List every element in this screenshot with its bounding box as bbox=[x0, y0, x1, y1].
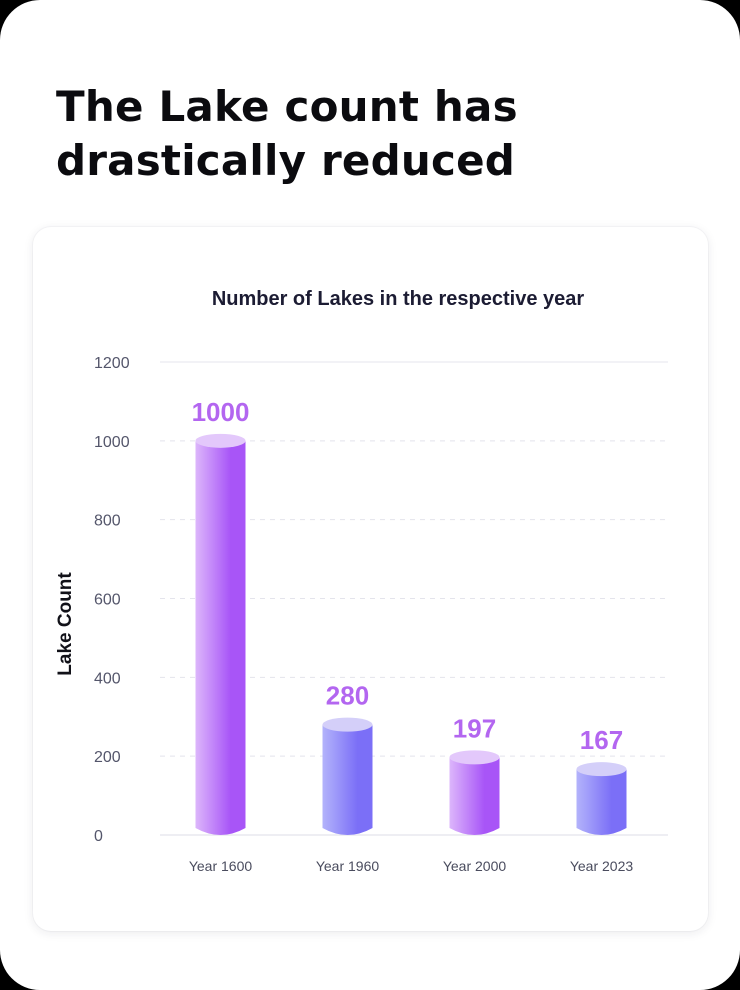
bar-body bbox=[576, 769, 627, 835]
bar-top bbox=[576, 762, 627, 777]
x-tick-label: Year 1960 bbox=[316, 858, 380, 874]
x-tick-label: Year 2023 bbox=[570, 858, 634, 874]
bar-top bbox=[195, 433, 246, 448]
y-tick-label: 800 bbox=[94, 513, 121, 530]
x-tick-label: Year 1600 bbox=[189, 858, 253, 874]
chart-card: Number of Lakes in the respective year L… bbox=[33, 227, 708, 931]
bar bbox=[576, 762, 627, 835]
data-labels: 1000 280 197 167 bbox=[192, 397, 624, 755]
bar-body bbox=[322, 724, 373, 835]
bar-chart: Number of Lakes in the respective year L… bbox=[55, 288, 668, 874]
bar-top bbox=[322, 717, 373, 732]
bar-top bbox=[449, 750, 500, 765]
chart-title: Number of Lakes in the respective year bbox=[212, 288, 585, 310]
x-tick-label: Year 2000 bbox=[443, 858, 507, 874]
bar-body bbox=[449, 757, 500, 835]
bar bbox=[322, 717, 373, 835]
y-tick-label: 0 bbox=[94, 828, 103, 845]
y-tick-label: 1200 bbox=[94, 355, 130, 372]
y-tick-label: 600 bbox=[94, 592, 121, 609]
headline: The Lake count has drastically reduced bbox=[56, 82, 518, 185]
y-axis-ticks: 0 200 400 600 800 1000 1200 bbox=[94, 355, 130, 845]
x-axis-ticks: Year 1600 Year 1960 Year 2000 Year 2023 bbox=[189, 858, 634, 874]
y-tick-label: 400 bbox=[94, 670, 121, 687]
bar bbox=[449, 750, 500, 835]
y-tick-label: 1000 bbox=[94, 434, 130, 451]
y-tick-label: 200 bbox=[94, 749, 121, 766]
data-label: 167 bbox=[580, 725, 623, 755]
data-label: 280 bbox=[326, 681, 369, 711]
data-label: 197 bbox=[453, 713, 496, 743]
y-axis-label: Lake Count bbox=[55, 572, 76, 676]
bar-body bbox=[195, 440, 246, 835]
bars bbox=[195, 433, 627, 835]
bar bbox=[195, 433, 246, 835]
data-label: 1000 bbox=[192, 397, 250, 427]
